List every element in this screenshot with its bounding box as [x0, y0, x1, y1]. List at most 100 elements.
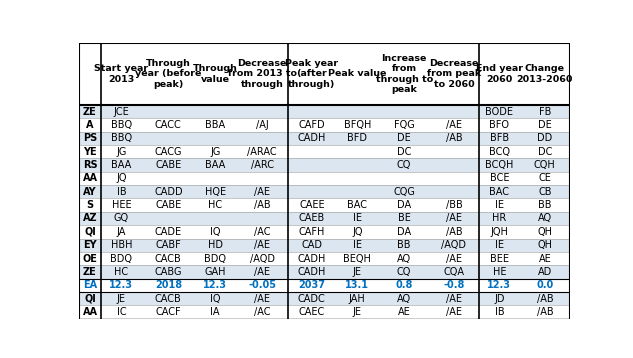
- Bar: [79, 265, 570, 279]
- Text: CACB: CACB: [155, 253, 182, 263]
- Text: Through
value: Through value: [193, 64, 237, 84]
- Text: CAFH: CAFH: [299, 227, 325, 237]
- Text: CADH: CADH: [298, 253, 326, 263]
- Text: /AQD: /AQD: [441, 240, 467, 250]
- Text: AA: AA: [82, 307, 97, 317]
- Text: CQH: CQH: [534, 160, 556, 170]
- Text: /AE: /AE: [446, 253, 462, 263]
- Text: DD: DD: [537, 134, 553, 143]
- Bar: [79, 118, 570, 132]
- Text: IE: IE: [353, 213, 362, 223]
- Bar: [79, 305, 570, 319]
- Text: JE: JE: [353, 307, 362, 317]
- Text: BBQ: BBQ: [111, 134, 132, 143]
- Bar: [79, 292, 570, 305]
- Text: BB: BB: [398, 240, 411, 250]
- Text: CQ: CQ: [397, 267, 411, 277]
- Text: /AB: /AB: [254, 200, 270, 210]
- Text: AQ: AQ: [397, 253, 411, 263]
- Text: BCQ: BCQ: [489, 147, 510, 157]
- Text: /AB: /AB: [537, 307, 553, 317]
- Text: HR: HR: [492, 213, 506, 223]
- Text: /AQD: /AQD: [249, 253, 275, 263]
- Text: RS: RS: [83, 160, 97, 170]
- Text: BODE: BODE: [486, 107, 513, 117]
- Text: CQ: CQ: [397, 160, 411, 170]
- Text: Peak year
(after
through): Peak year (after through): [285, 59, 339, 89]
- Text: -0.05: -0.05: [248, 280, 276, 290]
- Text: QI: QI: [84, 294, 96, 304]
- Text: CADH: CADH: [298, 134, 326, 143]
- Text: CACG: CACG: [154, 147, 182, 157]
- Text: FB: FB: [539, 107, 551, 117]
- Text: BAC: BAC: [489, 187, 510, 197]
- Text: QH: QH: [537, 227, 553, 237]
- Text: /AC: /AC: [254, 307, 270, 317]
- Text: BAA: BAA: [205, 160, 225, 170]
- Text: IB: IB: [116, 187, 126, 197]
- Text: JQ: JQ: [352, 227, 363, 237]
- Text: Decrease
from peak
to 2060: Decrease from peak to 2060: [427, 59, 481, 89]
- Text: CACF: CACF: [156, 307, 181, 317]
- Text: AQ: AQ: [397, 294, 411, 304]
- Text: QH: QH: [537, 240, 553, 250]
- Text: PS: PS: [83, 134, 97, 143]
- Text: BE: BE: [398, 213, 411, 223]
- Text: FQG: FQG: [394, 120, 415, 130]
- Text: EY: EY: [83, 240, 97, 250]
- Text: CADH: CADH: [298, 267, 326, 277]
- Text: AY: AY: [83, 187, 97, 197]
- Text: DA: DA: [397, 227, 411, 237]
- Text: Peak value: Peak value: [328, 69, 387, 78]
- Text: BAC: BAC: [348, 200, 367, 210]
- Text: CQG: CQG: [393, 187, 415, 197]
- Text: CAD: CAD: [301, 240, 322, 250]
- Text: A: A: [86, 120, 94, 130]
- Text: EA: EA: [83, 280, 97, 290]
- Text: HE: HE: [492, 267, 506, 277]
- Text: CADC: CADC: [298, 294, 326, 304]
- Text: CABF: CABF: [156, 240, 181, 250]
- Bar: [79, 158, 570, 172]
- Text: HC: HC: [115, 267, 128, 277]
- Text: JE: JE: [117, 294, 126, 304]
- Text: JG: JG: [210, 147, 220, 157]
- Text: HBH: HBH: [111, 240, 132, 250]
- Text: GQ: GQ: [114, 213, 129, 223]
- Text: /AJ: /AJ: [256, 120, 268, 130]
- Text: CADD: CADD: [154, 187, 183, 197]
- Text: IQ: IQ: [210, 294, 220, 304]
- Text: HC: HC: [208, 200, 222, 210]
- Text: BCQH: BCQH: [485, 160, 513, 170]
- Text: -0.8: -0.8: [443, 280, 465, 290]
- Text: CADE: CADE: [154, 227, 182, 237]
- Text: JG: JG: [116, 147, 127, 157]
- Bar: [79, 225, 570, 238]
- Bar: [79, 172, 570, 185]
- Text: HEE: HEE: [111, 200, 131, 210]
- Text: CAFD: CAFD: [299, 120, 325, 130]
- Text: AZ: AZ: [83, 213, 97, 223]
- Text: CAEE: CAEE: [299, 200, 325, 210]
- Text: BEQH: BEQH: [343, 253, 371, 263]
- Text: 2037: 2037: [298, 280, 325, 290]
- Text: BEE: BEE: [490, 253, 509, 263]
- Text: CQA: CQA: [444, 267, 465, 277]
- Bar: [79, 132, 570, 145]
- Text: Change
2013-2060: Change 2013-2060: [517, 64, 573, 84]
- Text: BDQ: BDQ: [110, 253, 132, 263]
- Text: OE: OE: [82, 253, 97, 263]
- Bar: [79, 252, 570, 265]
- Text: GAH: GAH: [204, 267, 226, 277]
- Text: CABE: CABE: [155, 200, 182, 210]
- Text: 12.3: 12.3: [487, 280, 511, 290]
- Bar: [79, 105, 570, 118]
- Text: /AE: /AE: [254, 294, 270, 304]
- Text: /AE: /AE: [254, 240, 270, 250]
- Text: /AC: /AC: [254, 227, 270, 237]
- Text: BAA: BAA: [111, 160, 132, 170]
- Text: JQ: JQ: [116, 173, 127, 183]
- Bar: [79, 145, 570, 158]
- Bar: [79, 43, 570, 105]
- Text: BBA: BBA: [205, 120, 225, 130]
